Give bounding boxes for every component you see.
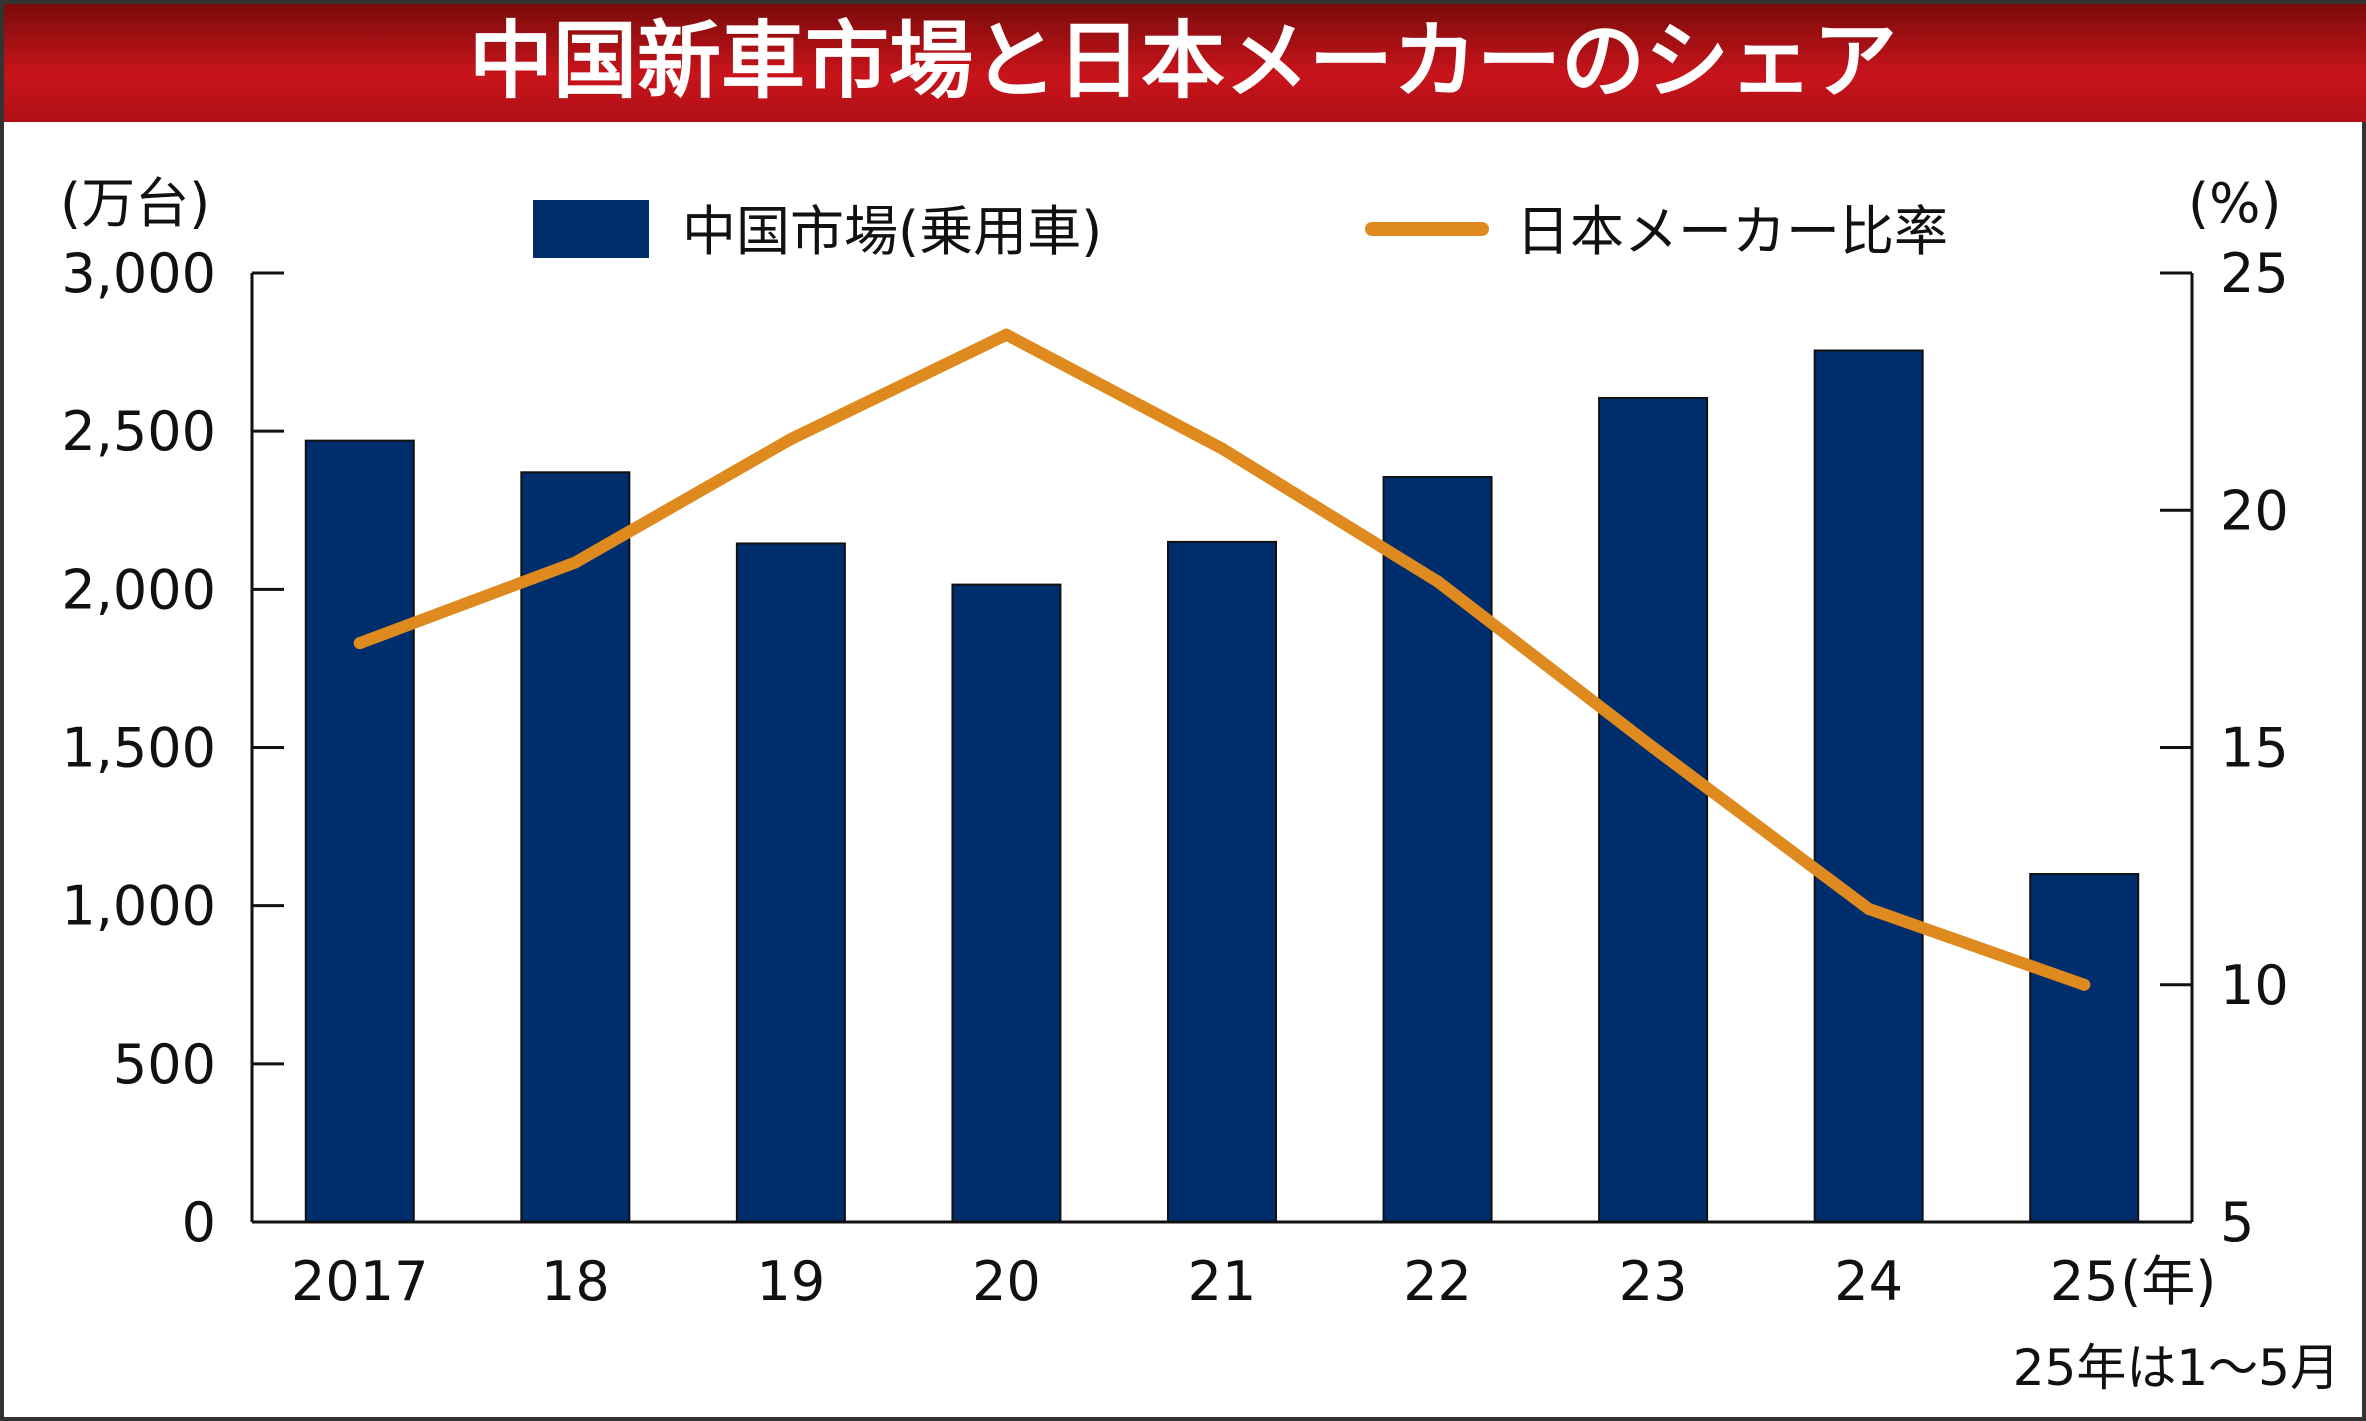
bar-18 xyxy=(520,471,631,1224)
bar-2017 xyxy=(304,439,415,1223)
bar-19 xyxy=(735,542,846,1223)
chart-title: 中国新車市場と日本メーカーのシェア xyxy=(469,12,1897,110)
left-tick-label-500: 500 xyxy=(113,1033,216,1096)
share-point-21 xyxy=(1216,442,1228,455)
x-tick-label-24: 24 xyxy=(1834,1250,1903,1313)
x-tick-label-23: 23 xyxy=(1619,1250,1688,1313)
x-tick-label-2017: 2017 xyxy=(291,1250,428,1313)
right-tick-label-10: 10 xyxy=(2220,954,2289,1017)
share-point-20 xyxy=(1000,328,1013,341)
x-tick-label-21: 21 xyxy=(1188,1250,1257,1313)
share-point-24 xyxy=(1862,902,1875,915)
right-tick-label-20: 20 xyxy=(2220,479,2289,542)
x-tick-label-19: 19 xyxy=(757,1250,826,1313)
x-tick-label-18: 18 xyxy=(541,1250,610,1313)
share-point-19 xyxy=(784,433,797,446)
right-tick-label-5: 5 xyxy=(2220,1191,2254,1254)
share-point-22 xyxy=(1431,575,1444,588)
bar-25 xyxy=(2029,873,2140,1223)
share-point-2017 xyxy=(353,637,366,650)
share-point-18 xyxy=(569,556,582,569)
bar-20 xyxy=(951,583,1062,1223)
bar-24 xyxy=(1813,349,1924,1224)
left-tick-label-0: 0 xyxy=(182,1191,216,1254)
footnote: 25年は1～5月 xyxy=(2013,1339,2340,1397)
share-point-25 xyxy=(2078,978,2091,991)
legend-bar-swatch xyxy=(533,200,649,258)
legend-bar-label: 中国市場(乗用車) xyxy=(682,200,1102,263)
title-bar xyxy=(4,4,2366,122)
left-tick-label-3000: 3,000 xyxy=(61,242,216,305)
right-tick-label-15: 15 xyxy=(2220,717,2289,780)
legend: 中国市場(乗用車) 日本メーカー比率 xyxy=(533,200,1948,263)
bar-21 xyxy=(1167,540,1277,1223)
right-tick-label-25: 25 xyxy=(2220,242,2289,305)
left-tick-label-2500: 2,500 xyxy=(61,400,216,463)
legend-line-label: 日本メーカー比率 xyxy=(1516,200,1948,263)
left-axis-unit: (万台) xyxy=(60,172,210,235)
left-tick-label-1000: 1,000 xyxy=(61,875,216,938)
left-tick-label-2000: 2,000 xyxy=(61,558,216,621)
x-tick-label-20: 20 xyxy=(972,1250,1041,1313)
plot-area: 0 500 1,000 1,500 2,000 2,500 3,000 5 10 15 20 25 20… xyxy=(61,242,2288,1313)
share-point-23 xyxy=(1647,741,1660,754)
x-tick-label-25: 25 xyxy=(2050,1250,2119,1313)
x-axis-unit: (年) xyxy=(2120,1250,2216,1313)
x-tick-label-22: 22 xyxy=(1403,1250,1472,1313)
left-tick-label-1500: 1,500 xyxy=(61,717,216,780)
right-axis-unit: (%) xyxy=(2188,172,2281,235)
bar-23 xyxy=(1598,396,1709,1223)
